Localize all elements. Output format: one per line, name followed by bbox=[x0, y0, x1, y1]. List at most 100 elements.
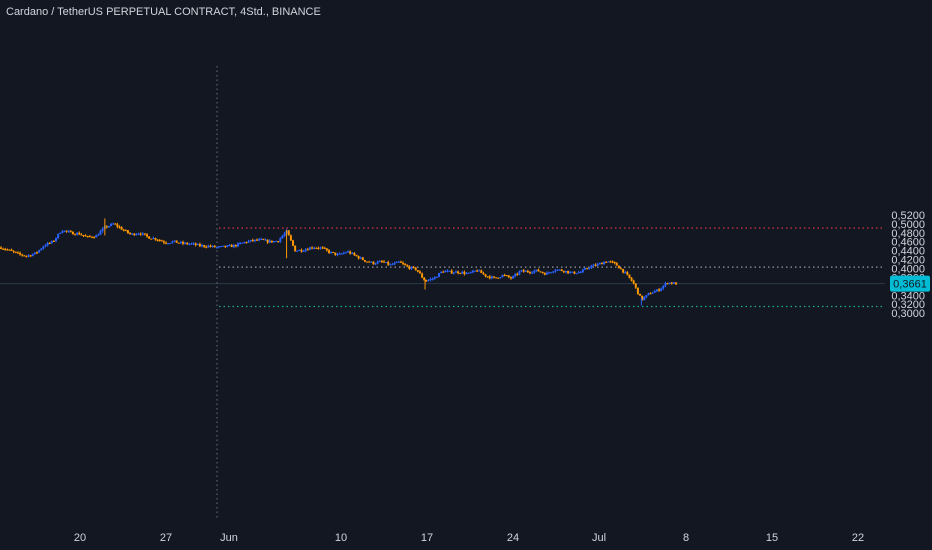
candle-body bbox=[493, 276, 496, 278]
candle-body bbox=[114, 223, 117, 225]
candle-body bbox=[181, 241, 184, 244]
candle-body bbox=[69, 231, 72, 233]
candle-body bbox=[217, 246, 220, 248]
candle-body bbox=[177, 242, 180, 244]
candle-body bbox=[84, 235, 87, 237]
candle-body bbox=[63, 230, 66, 232]
candle-body bbox=[567, 270, 570, 274]
candle-body bbox=[560, 269, 563, 271]
candle-body bbox=[518, 271, 521, 275]
candle-body bbox=[423, 277, 426, 281]
candle-body bbox=[57, 233, 60, 239]
candle-body bbox=[408, 266, 411, 269]
candle-body bbox=[95, 235, 98, 238]
candle-body bbox=[670, 282, 673, 284]
candle-body bbox=[509, 277, 512, 279]
candle-body bbox=[126, 230, 129, 233]
candle-body bbox=[236, 243, 239, 247]
candle-body bbox=[533, 270, 536, 273]
candle-body bbox=[313, 247, 316, 249]
candle-body bbox=[101, 228, 104, 232]
candle-body bbox=[260, 238, 263, 240]
candle-body bbox=[90, 236, 93, 238]
time-axis: 20 27 Jun 10 17 24 Jul 8 15 22 bbox=[74, 532, 864, 544]
candle-body bbox=[162, 241, 165, 243]
candle-body bbox=[660, 288, 663, 291]
candle-body bbox=[336, 253, 339, 255]
candle-body bbox=[368, 261, 371, 263]
time-tick-label: 17 bbox=[421, 532, 433, 544]
candle-body bbox=[668, 282, 671, 284]
candle-body bbox=[457, 271, 460, 274]
candle-body bbox=[636, 287, 639, 294]
candle-body bbox=[302, 250, 305, 252]
candle-body bbox=[617, 265, 620, 269]
candle-body bbox=[327, 250, 330, 253]
candle-body bbox=[308, 247, 311, 250]
candle-body bbox=[241, 242, 244, 244]
candle-body bbox=[120, 227, 123, 230]
candle-body bbox=[675, 282, 677, 285]
candle-body bbox=[184, 242, 187, 244]
candle-body bbox=[287, 230, 290, 236]
candle-body bbox=[581, 269, 584, 273]
candle-body bbox=[613, 262, 616, 264]
candle-body bbox=[275, 241, 278, 243]
candle-body bbox=[414, 267, 417, 271]
candle-body bbox=[21, 254, 24, 256]
current-price-label: 0,3661 bbox=[893, 279, 927, 291]
candle-body bbox=[304, 249, 307, 251]
candle-body bbox=[645, 294, 648, 298]
time-tick-label: 10 bbox=[335, 532, 347, 544]
candle-body bbox=[243, 242, 246, 244]
candle-body bbox=[317, 247, 320, 249]
candle-body bbox=[389, 264, 392, 266]
candle-body bbox=[539, 271, 542, 273]
candle-body bbox=[465, 273, 468, 275]
candle-body bbox=[594, 264, 597, 266]
candle-body bbox=[319, 247, 322, 249]
candle-body bbox=[232, 244, 235, 248]
candle-body bbox=[67, 231, 70, 233]
candle-body bbox=[520, 270, 523, 272]
candle-body bbox=[363, 260, 366, 262]
candle-body bbox=[655, 289, 658, 292]
candle-body bbox=[664, 283, 667, 286]
candle-body bbox=[603, 261, 606, 265]
candle-body bbox=[25, 255, 28, 257]
candle-body bbox=[292, 240, 295, 246]
candle-body bbox=[600, 263, 603, 265]
candle-body bbox=[537, 269, 540, 272]
candle-body bbox=[118, 226, 121, 228]
candle-body bbox=[584, 268, 587, 270]
candle-body bbox=[262, 238, 265, 240]
candle-body bbox=[148, 236, 151, 239]
candle-body bbox=[97, 234, 100, 236]
candle-body bbox=[454, 271, 457, 273]
candle-body bbox=[129, 232, 132, 235]
candle-body bbox=[554, 270, 557, 272]
candle-body bbox=[624, 272, 627, 274]
price-tick-label: 0,4600 bbox=[891, 237, 925, 249]
candle-body bbox=[433, 277, 436, 279]
candle-body bbox=[535, 269, 538, 271]
candle-body bbox=[488, 276, 491, 279]
candle-body bbox=[658, 289, 661, 291]
candle-body bbox=[8, 249, 11, 251]
price-tick-label: 0,3400 bbox=[891, 290, 925, 302]
candle-body bbox=[190, 243, 193, 245]
candle-body bbox=[213, 245, 216, 248]
candle-body bbox=[410, 266, 413, 269]
candle-body bbox=[531, 272, 534, 274]
candle-body bbox=[427, 279, 430, 281]
candle-body bbox=[165, 242, 168, 244]
candle-body bbox=[23, 255, 26, 257]
candle-body bbox=[29, 255, 32, 257]
time-tick-label: 24 bbox=[507, 532, 519, 544]
candle-body bbox=[399, 261, 402, 263]
candle-body bbox=[438, 273, 441, 277]
candle-body bbox=[137, 233, 140, 235]
